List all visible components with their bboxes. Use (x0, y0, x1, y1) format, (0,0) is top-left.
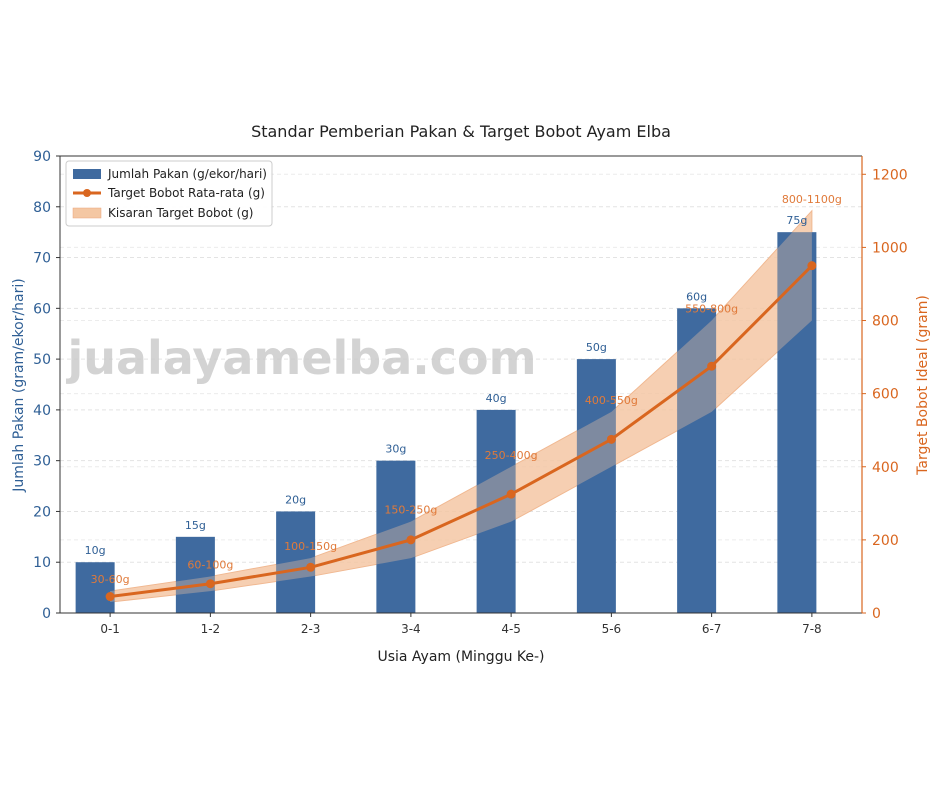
average-weight-point (306, 562, 316, 572)
bar-value-label: 15g (185, 519, 206, 532)
x-tick-label: 3-4 (401, 622, 421, 636)
left-tick-label: 20 (33, 504, 51, 520)
legend-box (65, 160, 273, 227)
range-band-overlay-path (110, 210, 812, 603)
bar (75, 562, 115, 613)
average-weight-point (807, 261, 817, 271)
line-layer (105, 261, 817, 602)
x-axis-label: Usia Ayam (Minggu Ke-) (377, 649, 544, 665)
bar (276, 511, 316, 613)
legend-band-swatch (72, 207, 102, 219)
chart-title: Standar Pemberian Pakan & Target Bobot A… (251, 122, 671, 141)
legend-line-marker (83, 189, 91, 197)
x-tick-label: 2-3 (301, 622, 321, 636)
bar-value-label: 30g (385, 443, 406, 456)
bar (576, 359, 616, 613)
x-tick-label: 6-7 (702, 622, 722, 636)
x-tick-label: 1-2 (201, 622, 221, 636)
range-label: 60-100g (187, 558, 233, 571)
bar-value-label: 40g (486, 392, 507, 405)
range-label: 250-400g (485, 449, 538, 462)
left-tick-label: 60 (33, 301, 51, 317)
bar-value-label: 10g (85, 544, 106, 557)
data-label-layer: 10g 15g 20g 30g 40g 50g 60g 75g 30-60g 60-100g 100… (85, 193, 842, 586)
range-label: 400-550g (585, 394, 638, 407)
x-tick-label: 0-1 (100, 622, 120, 636)
legend-band-label: Kisaran Target Bobot (g) (108, 206, 254, 220)
axes: 0 10 20 30 40 50 60 70 80 90 0 200 400 600 800 1000 1200… (33, 149, 907, 636)
bar-value-label: 75g (786, 214, 807, 227)
average-weight-point (506, 489, 516, 499)
x-tick-label: 4-5 (501, 622, 521, 636)
right-tick-label: 400 (872, 460, 899, 476)
left-tick-label: 80 (33, 200, 51, 216)
right-tick-label: 0 (872, 606, 881, 622)
left-tick-label: 0 (42, 606, 51, 622)
bar-value-label: 20g (285, 493, 306, 506)
average-weight-point (606, 434, 616, 444)
legend: Jumlah Pakan (g/ekor/hari) Target Bobot … (65, 160, 273, 227)
left-tick-label: 50 (33, 352, 51, 368)
legend-bar-swatch (73, 169, 101, 179)
bar (175, 536, 215, 613)
average-weight-line (109, 264, 813, 599)
range-label: 30-60g (91, 573, 130, 586)
bar (476, 409, 516, 613)
left-tick-label: 70 (33, 251, 51, 267)
range-band-overlay (110, 210, 812, 603)
x-tick-label: 7-8 (802, 622, 822, 636)
range-label: 150-250g (384, 504, 437, 517)
right-tick-label: 1000 (872, 240, 908, 256)
bar (677, 308, 717, 613)
left-tick-label: 30 (33, 454, 51, 470)
range-label: 800-1100g (782, 193, 842, 206)
range-label: 550-800g (685, 303, 738, 316)
average-weight-point (406, 535, 416, 545)
legend-bar-label: Jumlah Pakan (g/ekor/hari) (107, 167, 267, 181)
average-weight-point (707, 361, 717, 371)
right-tick-label: 800 (872, 314, 899, 330)
x-tick-label: 5-6 (602, 622, 622, 636)
bar-value-label: 60g (686, 290, 707, 303)
legend-line-label: Target Bobot Rata-rata (g) (107, 186, 265, 200)
y-axis-label-left: Jumlah Pakan (gram/ekor/hari) (11, 278, 27, 492)
right-tick-label: 200 (872, 533, 899, 549)
average-weight-point (105, 592, 115, 602)
bar-layer (75, 232, 817, 613)
right-tick-label: 600 (872, 387, 899, 403)
average-weight-point (205, 579, 215, 589)
bar-value-label: 50g (586, 341, 607, 354)
y-axis-label-right: Target Bobot Ideal (gram) (915, 295, 931, 476)
left-tick-label: 90 (33, 149, 51, 165)
range-label: 100-150g (284, 540, 337, 553)
left-tick-label: 40 (33, 403, 51, 419)
right-tick-label: 1200 (872, 167, 908, 183)
left-tick-label: 10 (33, 555, 51, 571)
watermark: jualayamelba.com (65, 331, 536, 385)
